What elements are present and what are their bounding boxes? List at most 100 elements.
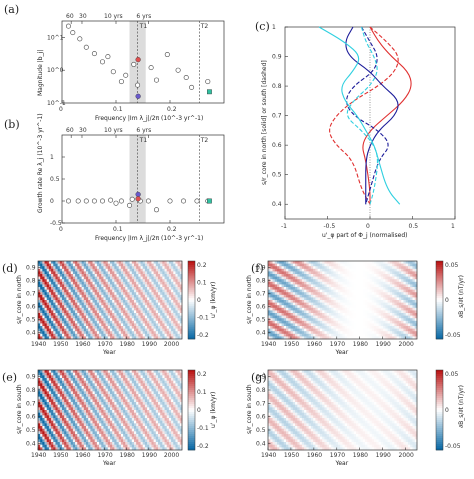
y-tick-label-2: 10^1 (47, 34, 64, 41)
colorbar-label: ∂B_s/∂t (nT/yr) (458, 385, 465, 428)
colorbar-tick-label-1: 0 (445, 407, 449, 414)
x-tick-label-0: 1940 (31, 341, 46, 348)
heatmap-d: 1940 1950 1960 1970 1980 1990 2000 Year 0.4 0.5 0.… (16, 260, 217, 356)
y-tick-label-1: 0.5 (50, 176, 60, 183)
colorbar-tick-label-0: 0.05 (445, 262, 459, 269)
plot-frame (267, 369, 418, 451)
data-point (118, 198, 124, 204)
y-tick-label-3: 0.7 (272, 113, 282, 120)
panel-f: (f) 1940 1950 1960 1970 1980 1990 2000 Year 0.4 0… (237, 255, 474, 363)
x-tick-label-3: 1970 (97, 452, 112, 459)
colorbar-tick-label-0: 0.05 (445, 371, 459, 378)
top-label-10yrs: 10 yrs (104, 127, 123, 134)
x-tick-label-2: 1960 (307, 452, 322, 459)
y-tick-label-5: 0.9 (256, 374, 266, 381)
x-tick-label-4: 1980 (120, 452, 135, 459)
y-tick-label-0: 1 (50, 154, 54, 161)
y-axis-label: s/r_core in south (16, 384, 23, 434)
y-tick-label-1: 0.5 (272, 172, 282, 179)
growth-rate-scatter-plot: 60 30 10 yrs 6 yrs T1 T2 0 0.1 0.2 Frequency |Im … (37, 113, 225, 242)
data-point (123, 72, 129, 78)
y-tick-label-1: 0.5 (26, 427, 36, 434)
colorbar (188, 261, 195, 340)
colorbar-label: u'_φ (km/yr) (210, 282, 217, 318)
colorbar (188, 370, 195, 451)
x-axis-label: Year (102, 460, 116, 467)
colorbar-tick-label-0: 0.2 (197, 262, 207, 269)
data-point (110, 69, 116, 75)
x-tick-label-4: 1 (451, 223, 455, 230)
plot-frame (61, 20, 225, 104)
panel-label-c: (c) (255, 20, 270, 33)
y-tick-label-2: 0.6 (26, 414, 36, 421)
y-tick-label-2: 0.6 (272, 142, 282, 149)
x-tick-label-1: 1950 (53, 341, 68, 348)
x-tick-label-6: 2000 (164, 452, 179, 459)
colorbar-tick-label-1: 0.1 (197, 280, 207, 287)
y-axis-label: Growth rate Re λ_j (10^-3 yr^-1) (37, 113, 44, 213)
panel-e: (e) 1940 1950 1960 1970 1980 1990 2000 Year 0.4 0… (0, 366, 237, 476)
panel-label-e: (e) (2, 371, 18, 384)
heatmap-cells (268, 261, 418, 340)
heatmap-e: 1940 1950 1960 1970 1980 1990 2000 Year 0.4 0.5 0.… (16, 369, 217, 467)
colorbar-tick-label-3: -0.1 (197, 315, 209, 322)
data-point (113, 200, 119, 206)
y-tick-label-0: 0.4 (256, 440, 266, 447)
x-tick-label-0: 1940 (31, 452, 46, 459)
profile-line-plot: -1 -0.5 0 0.5 1 0.4 0.5 0.6 0.7 0.8 0.9 1 u'_φ part … (261, 24, 456, 239)
x-tick-label-5: 1990 (376, 452, 391, 459)
y-tick-label-1: 0.5 (256, 427, 266, 434)
x-tick-label-2: 0 (366, 223, 370, 230)
x-tick-label-0: 0 (59, 226, 63, 233)
top-label-1: 30 (79, 127, 87, 134)
data-point (91, 198, 97, 204)
x-axis-label: Year (102, 349, 116, 356)
data-point (129, 196, 135, 202)
heatmap-g: 1940 1950 1960 1970 1980 1990 2000 Year 0.4 0.5 0.… (246, 369, 465, 467)
colorbar-frame (187, 369, 196, 451)
panel-label-b: (b) (4, 118, 20, 131)
y-tick-label-5: 0.9 (256, 265, 266, 272)
data-point (65, 198, 71, 204)
data-point (127, 202, 133, 208)
y-tick-label-1: 0.5 (26, 317, 36, 324)
x-axis-label: Year (335, 460, 349, 467)
data-point (194, 198, 200, 204)
x-tick-label-4: 1980 (353, 452, 368, 459)
panel-b: (b) 60 30 10 yrs 6 yrs T1 T2 0 0.1 0.2 Frequency … (0, 113, 240, 243)
x-axis-label: Frequency |Im λ_j|/2π (10^-3 yr^-1) (95, 235, 203, 242)
colorbar-tick-label-2: 0 (197, 297, 201, 304)
data-point (77, 36, 83, 42)
y-tick-label-0: 0.4 (272, 201, 282, 208)
colorbar-tick-label-1: 0 (445, 297, 449, 304)
data-point (145, 198, 151, 204)
x-tick-label-4: 1980 (353, 341, 368, 348)
x-tick-label-2: 0.2 (167, 226, 177, 233)
y-axis-label: s/r_core in south (246, 384, 253, 434)
colorbar (436, 370, 443, 451)
label-t2: T2 (200, 23, 209, 30)
y-tick-label-4: 0.8 (256, 387, 266, 394)
plot-frame (267, 260, 418, 340)
colorbar-tick-label-3: -0.1 (197, 425, 209, 432)
x-tick-label-0: 1940 (261, 341, 276, 348)
top-label-0: 60 (66, 127, 74, 134)
x-tick-label-1: 1950 (284, 452, 299, 459)
panel-label-f: (f) (251, 262, 264, 275)
label-t2: T2 (200, 137, 209, 144)
top-label-10yrs: 10 yrs (104, 13, 123, 20)
colorbar-tick-label-2: -0.05 (445, 443, 461, 450)
x-tick-label-1: -0.5 (324, 223, 336, 230)
colorbar-frame (435, 260, 444, 340)
label-t1: T1 (139, 137, 148, 144)
colorbar-tick-label-4: -0.2 (197, 443, 209, 450)
data-point (108, 197, 114, 203)
data-point (131, 61, 137, 67)
plot-frame (37, 260, 183, 340)
y-tick-label-1: 0.5 (256, 317, 266, 324)
colorbar-tick-label-0: 0.2 (197, 371, 207, 378)
colorbar-label: u'_φ (km/yr) (210, 392, 217, 428)
colorbar-tick-label-4: -0.2 (197, 332, 209, 339)
data-point (105, 54, 111, 60)
x-tick-label-2: 0.2 (167, 106, 177, 113)
